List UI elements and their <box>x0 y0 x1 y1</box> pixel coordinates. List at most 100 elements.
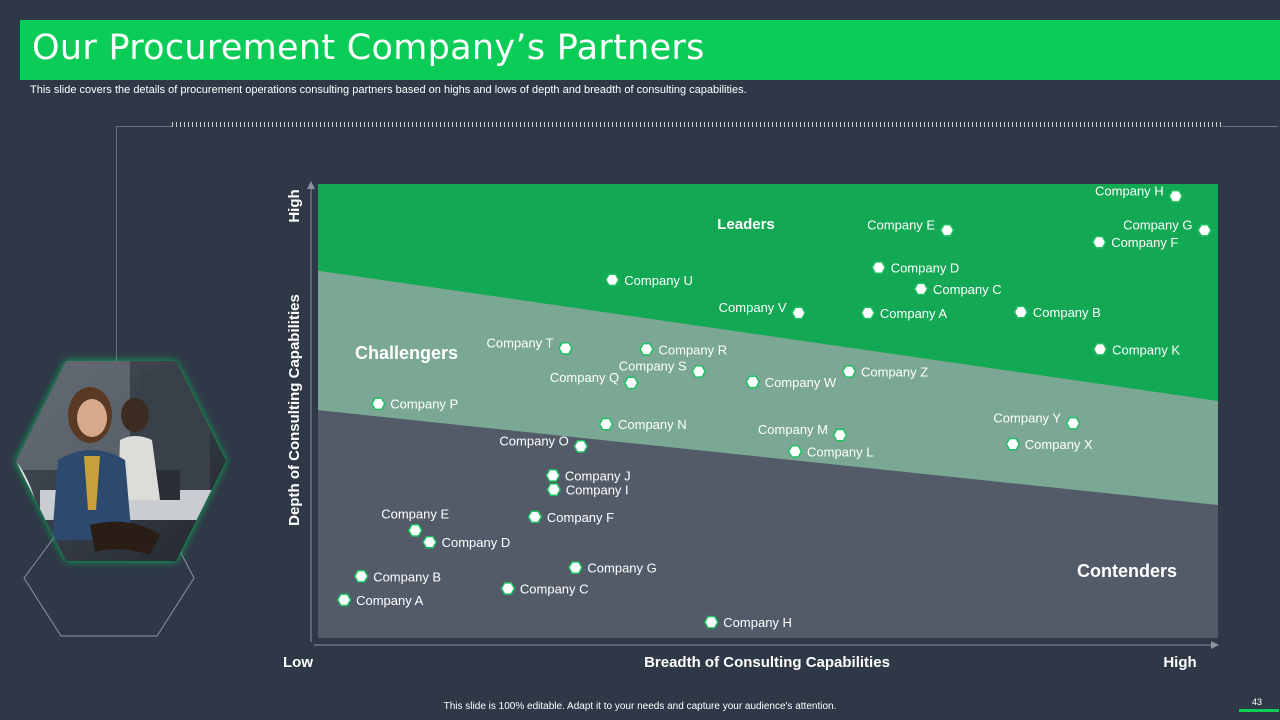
point-marker[interactable] <box>639 342 654 356</box>
point-marker[interactable] <box>1013 305 1029 319</box>
point-marker[interactable] <box>568 561 583 575</box>
x-axis-label: Breadth of Consulting Capabilities <box>644 654 890 671</box>
data-point[interactable]: Company W <box>745 375 837 390</box>
point-label: Company U <box>624 273 693 288</box>
point-marker[interactable] <box>573 440 589 453</box>
data-point[interactable]: Company B <box>1013 305 1101 320</box>
data-point[interactable]: Company A <box>860 306 948 321</box>
point-label: Company B <box>1033 305 1101 320</box>
team-photo <box>0 340 240 650</box>
point-label: Company L <box>807 444 873 459</box>
point-marker[interactable] <box>1065 416 1081 430</box>
region-leaders <box>318 184 1218 402</box>
point-marker[interactable] <box>1092 342 1108 356</box>
data-point[interactable]: Company E <box>867 217 955 237</box>
point-marker[interactable] <box>527 510 543 524</box>
point-marker[interactable] <box>353 569 369 583</box>
data-point[interactable]: Company H <box>1095 183 1184 203</box>
point-marker[interactable] <box>422 535 437 549</box>
data-point[interactable]: Company M <box>758 422 848 442</box>
data-point[interactable]: Company A <box>336 593 424 608</box>
point-marker[interactable] <box>407 524 423 537</box>
data-point[interactable]: Company Z <box>841 365 929 380</box>
point-marker[interactable] <box>598 417 614 431</box>
point-label: Company O <box>499 433 568 448</box>
chart: Leaders Challengers Contenders Company H… <box>283 181 1219 671</box>
page-subtitle: This slide covers the details of procure… <box>30 84 747 96</box>
data-point[interactable]: Company S <box>619 359 707 378</box>
point-marker[interactable] <box>860 306 876 320</box>
data-point[interactable]: Company B <box>353 569 441 584</box>
point-marker[interactable] <box>500 582 516 595</box>
data-point[interactable]: Company E <box>381 506 449 537</box>
page-title: Our Procurement Company’s Partners <box>32 28 705 68</box>
point-label: Company C <box>520 582 589 597</box>
point-marker[interactable] <box>336 593 352 607</box>
point-marker[interactable] <box>913 282 929 296</box>
point-label: Company E <box>381 506 449 521</box>
point-marker[interactable] <box>939 223 955 237</box>
point-label: Company H <box>723 615 792 630</box>
point-label: Company Y <box>993 410 1061 425</box>
data-point[interactable]: Company C <box>500 582 589 597</box>
point-marker[interactable] <box>370 397 386 411</box>
point-label: Company N <box>618 417 687 432</box>
point-label: Company I <box>566 483 629 498</box>
point-label: Company G <box>587 561 656 576</box>
data-point[interactable]: Company F <box>527 510 614 525</box>
data-point[interactable]: Company L <box>787 444 874 459</box>
point-marker[interactable] <box>787 445 803 458</box>
data-point[interactable]: Company J <box>545 468 631 483</box>
point-marker[interactable] <box>1091 235 1107 249</box>
point-marker[interactable] <box>545 469 561 482</box>
y-axis-arrow <box>307 181 315 189</box>
point-marker[interactable] <box>1005 437 1021 451</box>
point-marker[interactable] <box>546 483 562 496</box>
point-label: Company A <box>356 593 424 608</box>
data-point[interactable]: Company N <box>598 417 687 432</box>
point-label: Company Q <box>550 370 619 385</box>
data-point[interactable]: Company U <box>604 273 693 288</box>
point-marker[interactable] <box>745 375 761 389</box>
data-point[interactable]: Company F <box>1091 235 1179 250</box>
data-point[interactable]: Company X <box>1005 437 1093 452</box>
point-label: Company D <box>891 261 960 276</box>
data-point[interactable]: Company V <box>719 300 806 320</box>
data-point[interactable]: Company D <box>422 535 510 550</box>
data-point[interactable]: Company G <box>568 561 657 576</box>
point-marker[interactable] <box>1197 223 1212 237</box>
title-bar: Our Procurement Company’s Partners <box>20 20 1280 80</box>
point-marker[interactable] <box>691 365 707 378</box>
point-marker[interactable] <box>604 273 620 287</box>
data-point[interactable]: Company C <box>913 282 1002 297</box>
point-marker[interactable] <box>558 341 573 355</box>
footer-note: This slide is 100% editable. Adapt it to… <box>443 701 837 712</box>
point-marker[interactable] <box>791 306 806 320</box>
point-marker[interactable] <box>623 376 639 390</box>
point-marker[interactable] <box>832 428 848 442</box>
point-marker[interactable] <box>1168 189 1184 203</box>
data-point[interactable]: Company K <box>1092 342 1181 357</box>
point-marker[interactable] <box>703 615 719 629</box>
region-label-leaders: Leaders <box>717 216 775 233</box>
data-point[interactable]: Company O <box>499 433 589 453</box>
data-point[interactable]: Company D <box>871 261 960 276</box>
page-number-accent <box>1239 709 1279 712</box>
point-marker[interactable] <box>841 365 857 378</box>
data-point[interactable]: Company T <box>487 335 573 355</box>
data-point[interactable]: Company I <box>546 483 629 498</box>
point-label: Company B <box>373 569 441 584</box>
y-axis-label: Depth of Consulting Capabilities <box>286 294 303 526</box>
frame-top-line-right <box>1222 126 1278 127</box>
point-label: Company Z <box>861 365 928 380</box>
point-marker[interactable] <box>871 261 887 274</box>
data-point[interactable]: Company Q <box>550 370 639 390</box>
y-axis-high-label: High <box>286 189 303 222</box>
data-point[interactable]: Company R <box>639 342 727 357</box>
data-point[interactable]: Company Y <box>993 410 1081 430</box>
data-point[interactable]: Company G <box>1123 217 1212 237</box>
data-point[interactable]: Company H <box>703 615 792 630</box>
x-axis-high-label: High <box>1163 654 1196 671</box>
point-label: Company A <box>880 306 948 321</box>
data-point[interactable]: Company P <box>370 397 458 412</box>
